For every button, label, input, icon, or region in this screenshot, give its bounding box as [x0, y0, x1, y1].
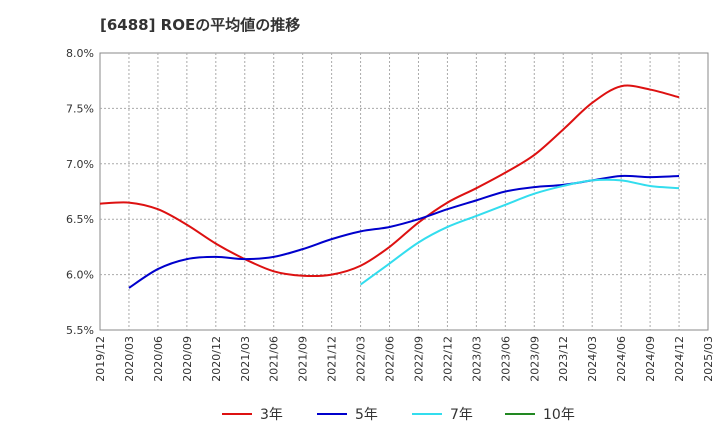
x-tick-label: 2024/12: [673, 336, 686, 382]
x-tick-label: 2022/09: [412, 336, 425, 382]
x-tick-label: 2019/12: [94, 336, 107, 382]
y-tick-label: 7.5%: [66, 102, 94, 115]
x-tick-label: 2023/03: [470, 336, 483, 382]
y-tick-label: 6.5%: [66, 213, 94, 226]
x-tick-label: 2023/09: [528, 336, 541, 382]
y-axis: 5.5% 6.0% 6.5% 7.0% 7.5% 8.0%: [66, 47, 94, 337]
x-tick-label: 2020/12: [210, 336, 223, 382]
x-tick-label: 2022/03: [355, 336, 368, 382]
series-line-3年: [99, 84, 680, 278]
x-axis: 2019/12 2020/03 2020/06 2020/09 2020/12 2021/…: [94, 336, 715, 382]
x-tick-label: 2020/06: [152, 336, 165, 382]
legend-label: 10年: [543, 407, 575, 423]
x-tick-label: 2024/06: [615, 336, 628, 382]
x-tick-label: 2021/09: [297, 336, 310, 382]
x-tick-label: 2022/12: [441, 336, 454, 382]
series-line-7年: [359, 178, 680, 286]
series-group: [99, 84, 680, 289]
x-tick-label: 2021/12: [326, 336, 339, 382]
x-tick-label: 2022/06: [384, 336, 397, 382]
legend-label: 5年: [355, 407, 378, 423]
chart-title: [6488] ROEの平均値の推移: [100, 16, 300, 34]
grid: [100, 53, 708, 330]
y-tick-label: 7.0%: [66, 158, 94, 171]
x-tick-label: 2025/03: [702, 336, 715, 382]
y-tick-label: 5.5%: [66, 324, 94, 337]
y-tick-label: 8.0%: [66, 47, 94, 60]
x-tick-label: 2020/03: [123, 336, 136, 382]
x-tick-label: 2021/03: [239, 336, 252, 382]
plot-area: [99, 52, 709, 331]
legend-label: 7年: [450, 407, 473, 423]
y-tick-label: 6.0%: [66, 269, 94, 282]
x-tick-label: 2020/09: [181, 336, 194, 382]
x-tick-label: 2023/12: [557, 336, 570, 382]
legend-label: 3年: [260, 407, 283, 423]
legend: 3年 5年 7年 10年: [222, 407, 575, 423]
x-tick-label: 2023/06: [499, 336, 512, 382]
x-tick-label: 2024/03: [586, 336, 599, 382]
x-tick-label: 2021/06: [268, 336, 281, 382]
x-tick-label: 2024/09: [644, 336, 657, 382]
